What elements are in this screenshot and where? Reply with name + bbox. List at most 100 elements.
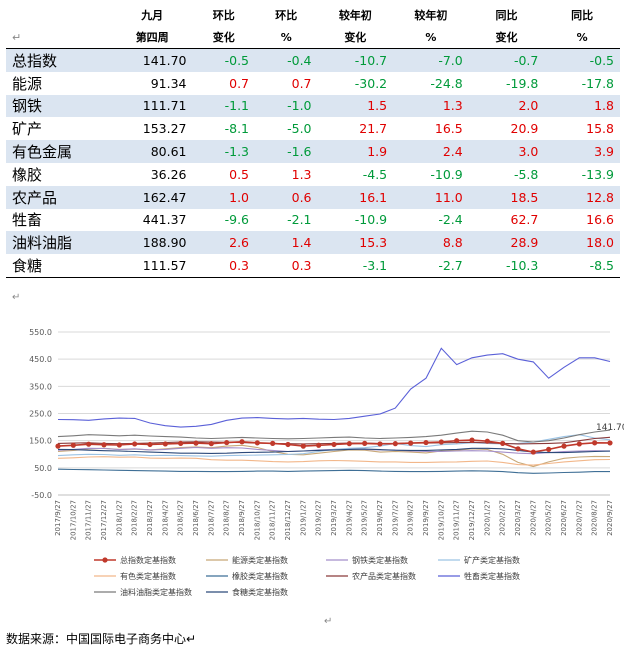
change-cell: -10.7	[317, 48, 394, 72]
change-cell: -5.0	[287, 121, 312, 137]
header-cell: 九月	[141, 9, 164, 22]
x-tick-label: 2020/8/27	[591, 500, 599, 536]
change-cell: 1.3	[291, 166, 312, 182]
x-tick-label: 2017/10/27	[69, 500, 77, 540]
change-cell: 28.9	[468, 231, 545, 255]
change-cell: -17.8	[581, 75, 614, 91]
x-tick-label: 2020/9/27	[606, 500, 614, 536]
change-cell: 15.3	[317, 231, 394, 255]
x-tick-label: 2019/10/27	[437, 500, 445, 540]
x-tick-label: 2019/11/27	[453, 500, 461, 540]
x-tick-label: 2019/1/27	[299, 500, 307, 536]
table-row: 油料油脂 188.90 2.6 1.4 15.3 8.8 28.9 18.0	[6, 231, 620, 255]
change-cell: -1.0	[255, 94, 318, 118]
series-point	[254, 440, 260, 446]
series-point	[193, 440, 199, 446]
x-tick-label: 2018/9/27	[238, 500, 246, 536]
series-point	[86, 441, 92, 447]
series-line	[57, 347, 611, 428]
change-cell: -1.1	[192, 94, 256, 118]
x-tick-label: 2019/4/27	[345, 500, 353, 536]
table-row: 矿产 153.27 -8.1 -5.0 21.7 16.5 20.9 15.8	[6, 117, 620, 140]
paragraph-mark: ↵	[324, 616, 333, 627]
series-point	[408, 440, 414, 446]
x-tick-label: 2017/11/27	[85, 500, 93, 540]
index-value: 111.71	[111, 94, 193, 118]
table-row: 食糖 111.57 0.3 0.3 -3.1 -2.7 -10.3 -8.5	[6, 254, 620, 278]
table-row: 钢铁 111.71 -1.1 -1.0 1.5 1.3 2.0 1.8	[6, 94, 620, 118]
series-point	[362, 440, 368, 446]
x-tick-label: 2019/2/27	[315, 500, 323, 536]
x-tick-label: 2020/2/27	[499, 500, 507, 536]
change-cell: 18.0	[544, 231, 620, 255]
change-cell: 3.9	[544, 140, 620, 163]
change-cell: 21.7	[359, 121, 388, 137]
x-tick-label: 2018/3/27	[146, 500, 154, 536]
series-point	[515, 446, 521, 452]
legend-marker	[102, 557, 108, 563]
series-point	[546, 446, 552, 452]
legend-label: 油料油脂类定基指数	[120, 587, 192, 597]
legend-label: 矿产类定基指数	[464, 555, 520, 565]
change-cell: 15.8	[586, 121, 614, 137]
change-cell: -2.7	[393, 254, 469, 278]
change-cell: -4.5	[362, 166, 388, 182]
index-value: 162.47	[111, 185, 193, 209]
index-name: 矿产	[12, 120, 43, 139]
x-tick-label: 2019/5/27	[361, 500, 369, 536]
header-cell: 变化	[192, 26, 256, 49]
y-tick-label: -50.0	[31, 491, 52, 500]
change-cell: -10.9	[430, 166, 463, 182]
header-cell: 变化	[468, 26, 545, 49]
legend-label: 农产品类定基指数	[352, 571, 416, 581]
index-line-chart: 550.0 450.0 350.0 250.0 150.0 50.0 -50.02017/9…	[29, 328, 624, 597]
series-line	[57, 456, 611, 466]
change-cell: 8.8	[393, 231, 469, 255]
change-cell: 1.3	[393, 94, 469, 118]
header-cell: 同比	[495, 9, 518, 22]
y-tick-label: 450.0	[29, 355, 52, 364]
change-cell: 1.8	[544, 94, 620, 118]
table-row: 能源 91.34 0.7 0.7 -30.2 -24.8 -19.8 -17.8	[6, 72, 620, 95]
change-cell: 2.4	[393, 140, 469, 163]
x-tick-label: 2018/7/27	[207, 500, 215, 536]
index-value: 111.57	[111, 254, 193, 278]
data-label: 141.70	[596, 423, 624, 433]
series-point	[178, 440, 184, 446]
legend-label: 有色类定基指数	[120, 571, 176, 581]
x-tick-label: 2018/12/27	[284, 500, 292, 540]
x-tick-label: 2019/9/27	[422, 500, 430, 536]
series-point	[101, 442, 107, 448]
series-point	[224, 439, 230, 446]
series-point	[116, 442, 122, 448]
change-cell: 2.6	[192, 231, 256, 255]
header-cell	[6, 4, 112, 26]
header-cell: 变化	[317, 26, 394, 49]
index-name: 总指数	[6, 48, 112, 72]
x-tick-label: 2020/3/27	[514, 500, 522, 536]
table-row: 牲畜 441.37 -9.6 -2.1 -10.9 -2.4 62.7 16.6	[6, 209, 620, 232]
index-name: 能源	[12, 74, 43, 93]
change-cell: -2.1	[287, 212, 312, 228]
header-cell: 较年初	[338, 9, 372, 22]
index-name: 有色金属	[6, 140, 112, 163]
change-cell: 16.1	[317, 185, 394, 209]
index-name: 橡胶	[12, 165, 43, 184]
table-row: 有色金属 80.61 -1.3 -1.6 1.9 2.4 3.0 3.9	[6, 140, 620, 163]
index-value: 141.70	[111, 48, 193, 72]
header-cell: ↵	[6, 26, 112, 49]
x-tick-label: 2017/9/27	[54, 500, 62, 536]
series-point	[270, 440, 276, 446]
legend-label: 能源类定基指数	[232, 555, 288, 565]
change-cell: 0.3	[255, 254, 318, 278]
x-tick-label: 2017/12/27	[100, 500, 108, 540]
index-name: 农产品	[6, 185, 112, 209]
change-cell: -1.6	[255, 140, 318, 163]
change-cell: -8.5	[544, 254, 620, 278]
change-cell: 1.9	[317, 140, 394, 163]
change-cell: -0.5	[544, 48, 620, 72]
index-name: 钢铁	[6, 94, 112, 118]
change-cell: -5.8	[513, 166, 539, 182]
change-cell: 3.0	[468, 140, 545, 163]
header-cell: 环比	[275, 9, 298, 22]
